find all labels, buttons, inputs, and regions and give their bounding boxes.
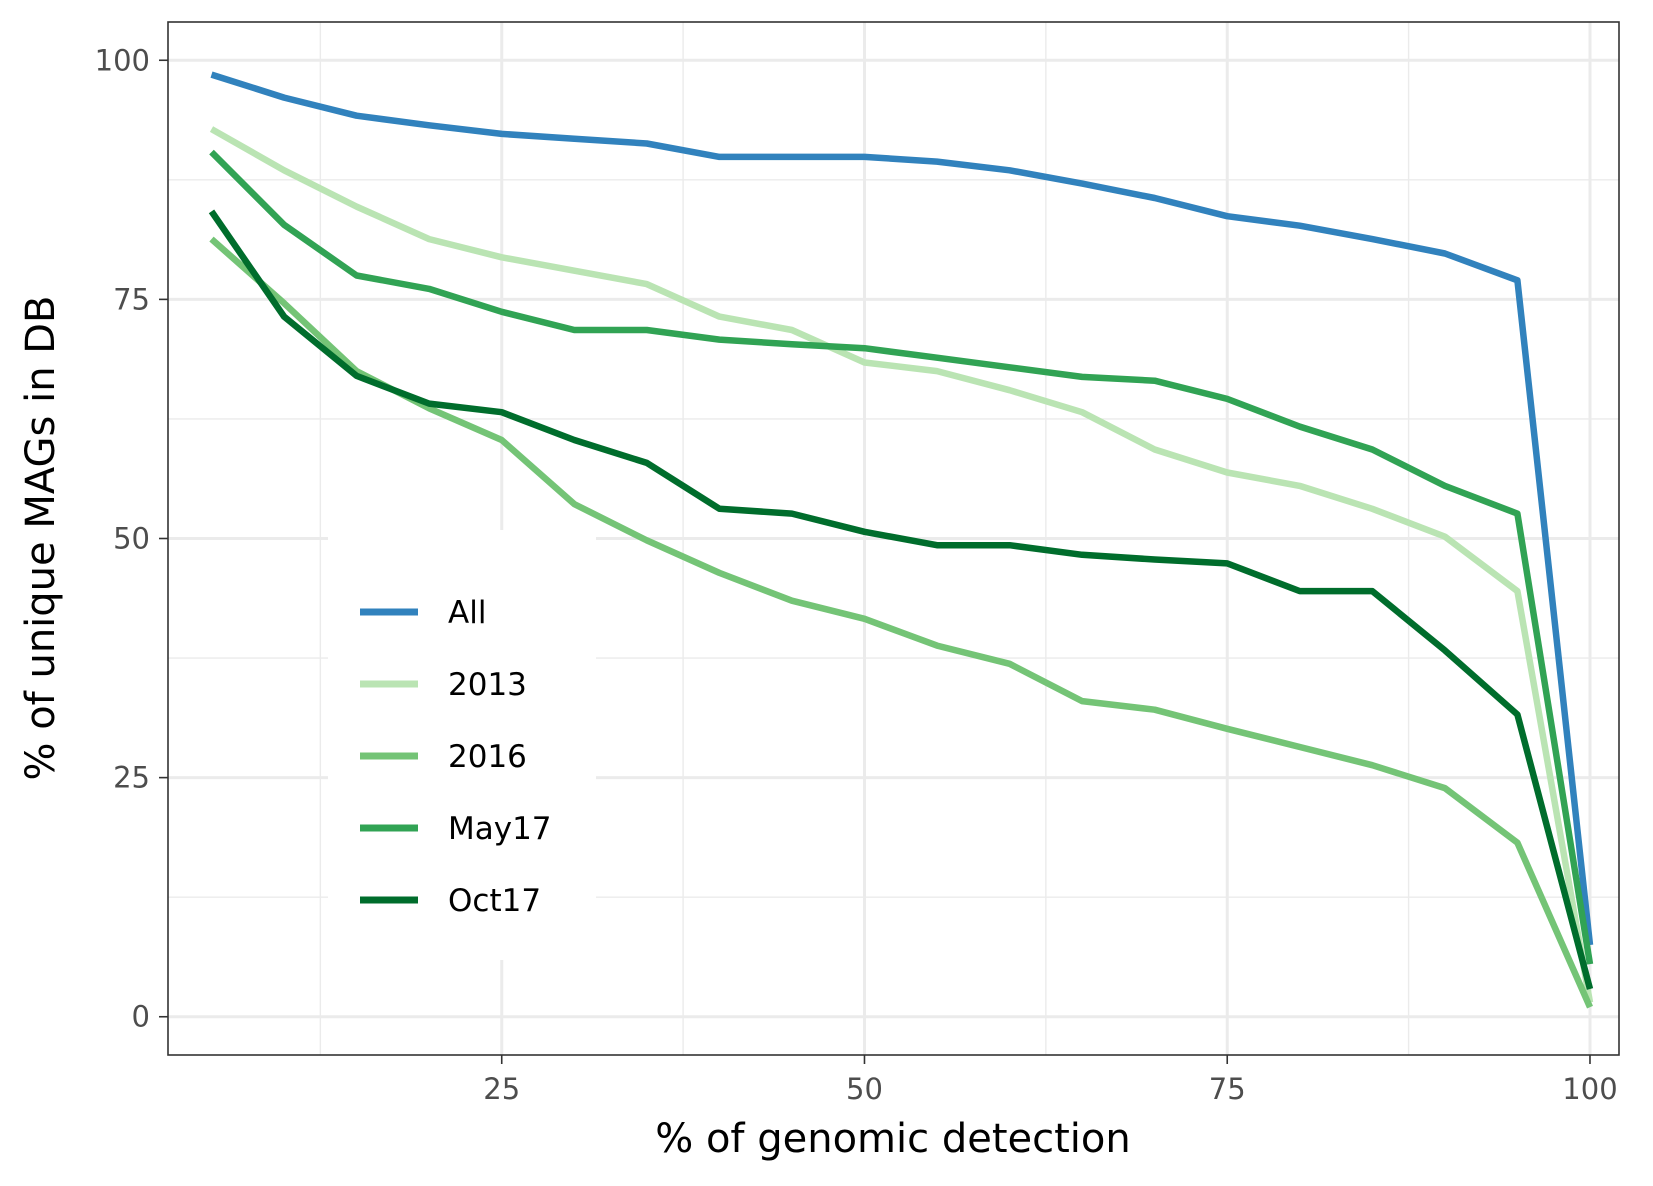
legend-label-2016: 2016 [448,739,527,775]
legend-label-oct17: Oct17 [448,883,541,919]
x-tick-label: 75 [1209,1072,1246,1106]
legend-label-may17: May17 [448,811,552,847]
legend-label-all: All [448,595,486,631]
y-tick-label: 0 [132,1000,150,1034]
y-tick-label: 75 [113,282,150,316]
y-axis: 0 25 50 75 100 [95,43,168,1034]
x-tick-label: 25 [483,1072,520,1106]
series-line-all [210,71,1594,946]
x-axis-title: % of genomic detection [655,1116,1131,1162]
legend: All 2013 2016 May17 Oct17 [328,530,596,960]
y-tick-label: 25 [113,761,150,795]
x-tick-label: 100 [1562,1072,1617,1106]
x-tick-label: 50 [846,1072,883,1106]
x-axis: 25 50 75 100 [483,1055,1618,1106]
series-lines [208,71,1594,1009]
series-line-2013 [209,126,1594,1003]
series-line-oct17 [208,209,1594,990]
series-line-2016 [209,236,1593,1009]
legend-background [328,530,596,960]
y-tick-label: 100 [95,43,150,77]
y-axis-title: % of unique MAGs in DB [18,295,64,780]
series-line-may17 [209,149,1594,965]
y-tick-label: 50 [113,522,150,556]
legend-label-2013: 2013 [448,667,527,703]
